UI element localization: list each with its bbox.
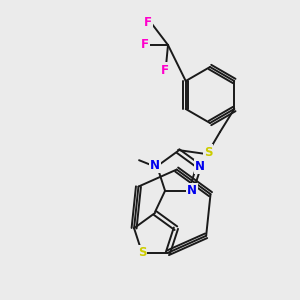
Text: N: N <box>150 159 160 172</box>
Text: F: F <box>141 38 149 52</box>
Text: F: F <box>144 16 152 28</box>
Text: S: S <box>204 146 212 158</box>
Text: N: N <box>195 160 205 173</box>
Text: F: F <box>161 64 169 76</box>
Text: S: S <box>138 246 146 259</box>
Text: N: N <box>187 184 197 197</box>
